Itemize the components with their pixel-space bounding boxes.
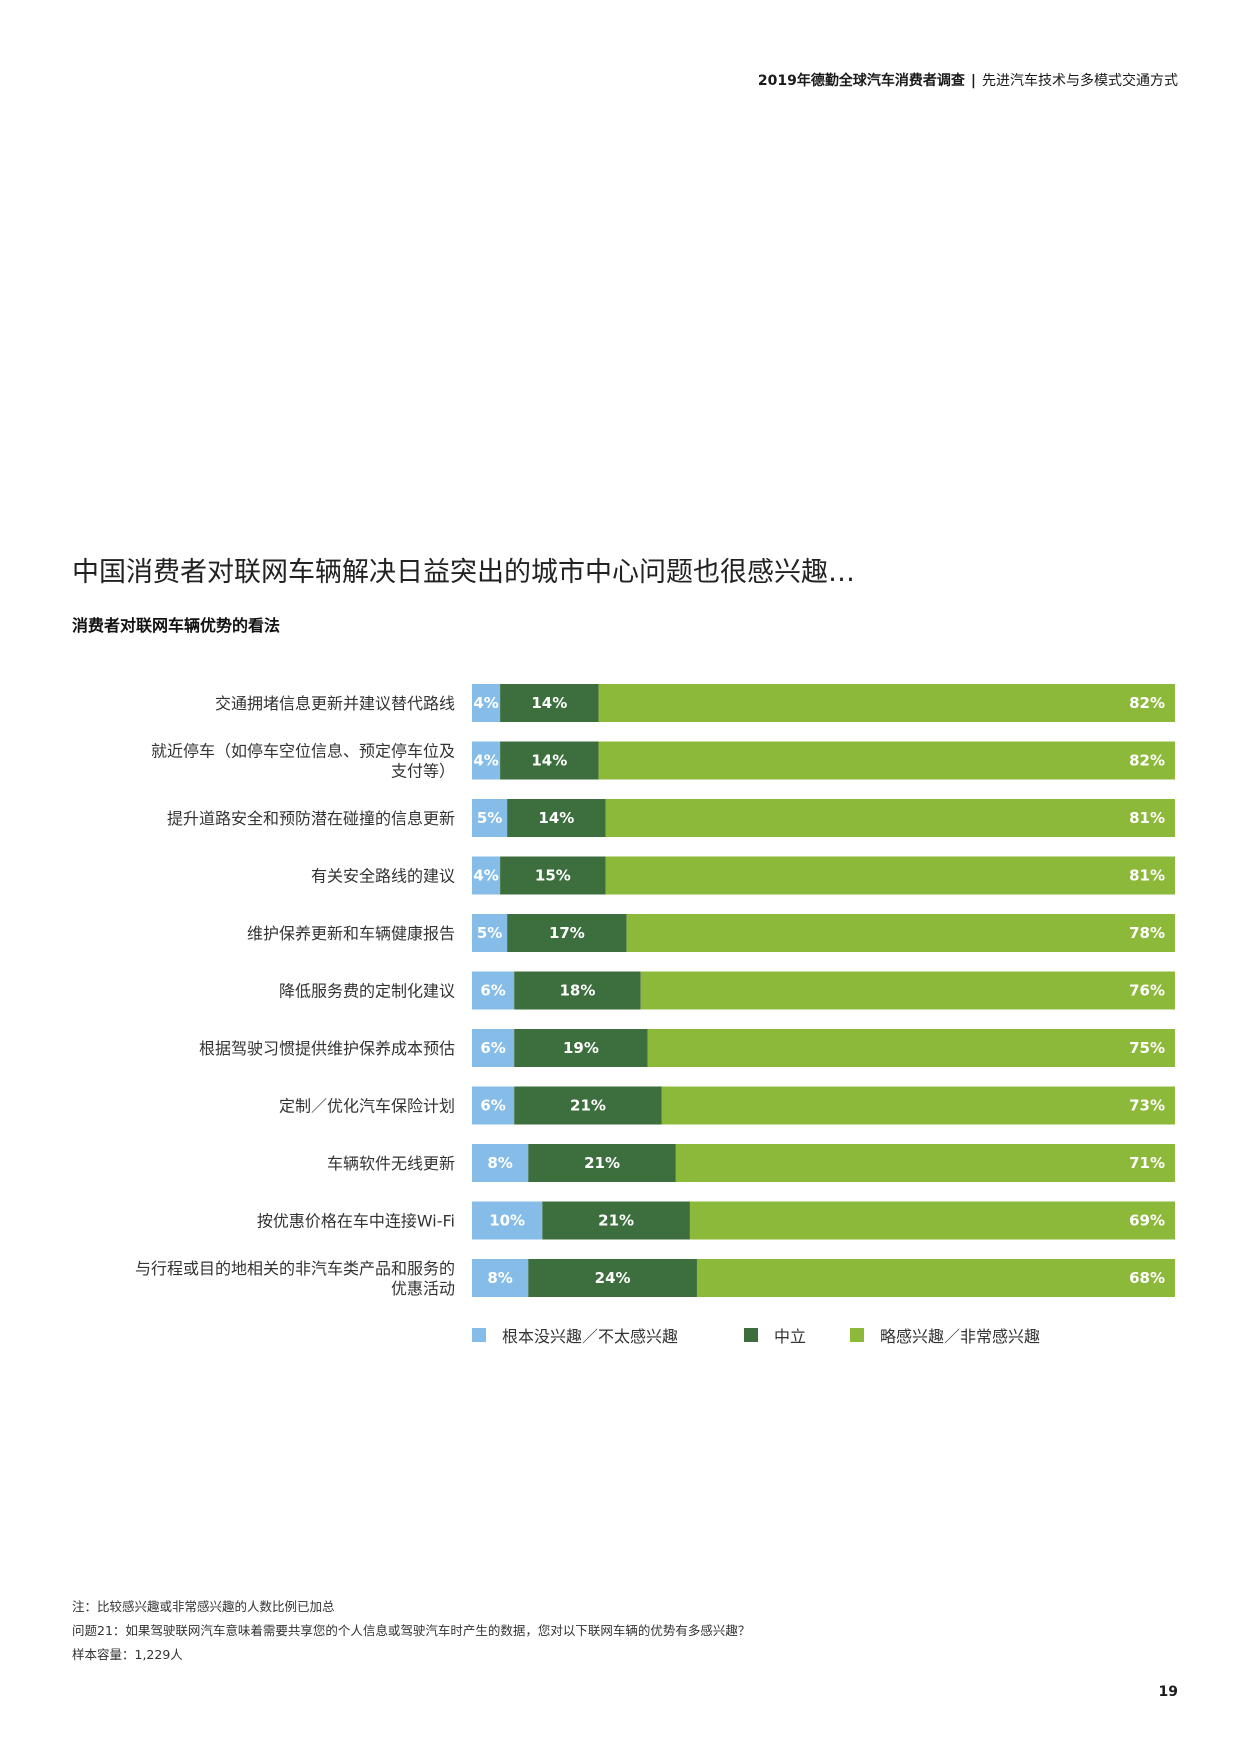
category-label: 根据驾驶习惯提供维护保养成本预估 bbox=[199, 1039, 455, 1058]
bar-segment bbox=[472, 1029, 515, 1067]
page-headline: 中国消费者对联网车辆解决日益突出的城市中心问题也很感兴趣… bbox=[72, 557, 855, 588]
data-label: 15% bbox=[535, 867, 571, 885]
data-label: 21% bbox=[584, 1154, 620, 1172]
data-label: 5% bbox=[477, 809, 502, 827]
data-label: 21% bbox=[598, 1212, 634, 1230]
data-label: 14% bbox=[531, 752, 567, 770]
bar-segment bbox=[472, 971, 515, 1010]
chart-title: 消费者对联网车辆优势的看法 bbox=[72, 616, 281, 635]
legend-label-uninterested: 根本没兴趣／不太感兴趣 bbox=[502, 1327, 679, 1346]
bar-segment bbox=[472, 741, 501, 780]
bar-segment bbox=[675, 1144, 1175, 1182]
report-section: 先进汽车技术与多模式交通方式 bbox=[982, 73, 1178, 89]
footnote-question: 问题21：如果驾驶联网汽车意味着需要共享您的个人信息或驾驶汽车时产生的数据，您对… bbox=[72, 1623, 751, 1638]
data-label: 14% bbox=[538, 809, 574, 827]
category-label: 有关安全路线的建议 bbox=[311, 867, 455, 886]
bar-segment bbox=[472, 1259, 529, 1297]
legend-swatch-neutral bbox=[744, 1328, 758, 1342]
data-label: 19% bbox=[563, 1039, 599, 1057]
data-label: 21% bbox=[570, 1097, 606, 1115]
bar-segment bbox=[605, 799, 1175, 837]
bar-segment bbox=[507, 914, 627, 952]
bar-segment bbox=[500, 741, 599, 780]
page-header: 2019年德勤全球汽车消费者调查 | 先进汽车技术与多模式交通方式 bbox=[758, 70, 1178, 90]
category-label: 维护保养更新和车辆健康报告 bbox=[247, 924, 455, 943]
data-label: 69% bbox=[1129, 1212, 1165, 1230]
data-label: 24% bbox=[595, 1269, 631, 1287]
category-label: 交通拥堵信息更新并建议替代路线 bbox=[215, 694, 455, 713]
bar-segment bbox=[472, 1086, 515, 1125]
bar-segment bbox=[472, 1201, 543, 1240]
bar-segment bbox=[626, 914, 1175, 952]
bar-segment bbox=[472, 799, 508, 837]
category-label: 定制／优化汽车保险计划 bbox=[279, 1097, 455, 1116]
footnote-sample-size: 样本容量：1,229人 bbox=[72, 1647, 183, 1662]
bar-segment bbox=[598, 684, 1175, 722]
data-label: 6% bbox=[480, 1097, 505, 1115]
data-label: 81% bbox=[1129, 867, 1165, 885]
data-label: 78% bbox=[1129, 924, 1165, 942]
bar-segment bbox=[696, 1259, 1175, 1297]
page-number: 19 bbox=[1158, 1684, 1178, 1700]
bar-segment bbox=[689, 1201, 1175, 1240]
legend-label-neutral: 中立 bbox=[774, 1327, 807, 1346]
bar-segment bbox=[640, 971, 1175, 1010]
bar-segment bbox=[542, 1201, 690, 1240]
footnotes: 注：比较感兴趣或非常感兴趣的人数比例已加总 问题21：如果驾驶联网汽车意味着需要… bbox=[72, 1595, 750, 1667]
legend-item-interested: 略感兴趣／非常感兴趣 bbox=[850, 1323, 1040, 1347]
data-label: 73% bbox=[1129, 1097, 1165, 1115]
stacked-bar-chart: 交通拥堵信息更新并建议替代路线 4% 14% 82% 就近停车（如停车空位信息、预定停车… bbox=[135, 684, 1175, 1298]
data-label: 6% bbox=[480, 1039, 505, 1057]
data-label: 75% bbox=[1129, 1039, 1165, 1057]
bar-segment bbox=[605, 856, 1175, 895]
data-label: 8% bbox=[487, 1154, 512, 1172]
data-label: 82% bbox=[1129, 752, 1165, 770]
bar-segment bbox=[514, 971, 641, 1010]
category-label: 降低服务费的定制化建议 bbox=[279, 982, 455, 1001]
category-label: 车辆软件无线更新 bbox=[327, 1154, 455, 1173]
legend-label-interested: 略感兴趣／非常感兴趣 bbox=[880, 1327, 1041, 1346]
data-label: 5% bbox=[477, 924, 502, 942]
data-label: 4% bbox=[473, 694, 498, 712]
bar-segment bbox=[528, 1259, 697, 1297]
category-label: 按优惠价格在车中连接Wi-Fi bbox=[257, 1212, 455, 1231]
bar-segment bbox=[500, 856, 606, 895]
data-label: 81% bbox=[1129, 809, 1165, 827]
category-label: 就近停车（如停车空位信息、预定停车位及支付等） bbox=[151, 742, 455, 781]
data-label: 4% bbox=[473, 867, 498, 885]
bar-segment bbox=[472, 684, 501, 722]
data-label: 68% bbox=[1129, 1269, 1165, 1287]
data-label: 10% bbox=[489, 1212, 525, 1230]
bar-segment bbox=[507, 799, 606, 837]
header-separator: | bbox=[970, 73, 976, 89]
legend-swatch-uninterested bbox=[472, 1328, 486, 1342]
data-label: 17% bbox=[549, 924, 585, 942]
data-label: 82% bbox=[1129, 694, 1165, 712]
data-label: 76% bbox=[1129, 982, 1165, 1000]
legend-item-uninterested: 根本没兴趣／不太感兴趣 bbox=[472, 1323, 678, 1347]
category-label: 与行程或目的地相关的非汽车类产品和服务的优惠活动 bbox=[135, 1259, 455, 1298]
report-title: 2019年德勤全球汽车消费者调查 bbox=[757, 73, 965, 89]
data-label: 6% bbox=[480, 982, 505, 1000]
data-label: 8% bbox=[487, 1269, 512, 1287]
bar-segment bbox=[472, 856, 501, 895]
data-label: 71% bbox=[1129, 1154, 1165, 1172]
category-label: 提升道路安全和预防潜在碰撞的信息更新 bbox=[167, 809, 455, 828]
bar-segment bbox=[472, 1144, 529, 1182]
bar-segment bbox=[472, 914, 508, 952]
legend-item-neutral: 中立 bbox=[744, 1323, 806, 1347]
bar-segment bbox=[528, 1144, 676, 1182]
bar-segment bbox=[500, 684, 599, 722]
bar-segment bbox=[661, 1086, 1175, 1125]
data-label: 18% bbox=[559, 982, 595, 1000]
legend-swatch-interested bbox=[850, 1328, 864, 1342]
data-label: 14% bbox=[531, 694, 567, 712]
bar-segment bbox=[514, 1029, 648, 1067]
bar-segment bbox=[514, 1086, 662, 1125]
data-label: 4% bbox=[473, 752, 498, 770]
footnote-note: 注：比较感兴趣或非常感兴趣的人数比例已加总 bbox=[72, 1599, 335, 1614]
bar-segment bbox=[598, 741, 1175, 780]
bar-segment bbox=[647, 1029, 1175, 1067]
